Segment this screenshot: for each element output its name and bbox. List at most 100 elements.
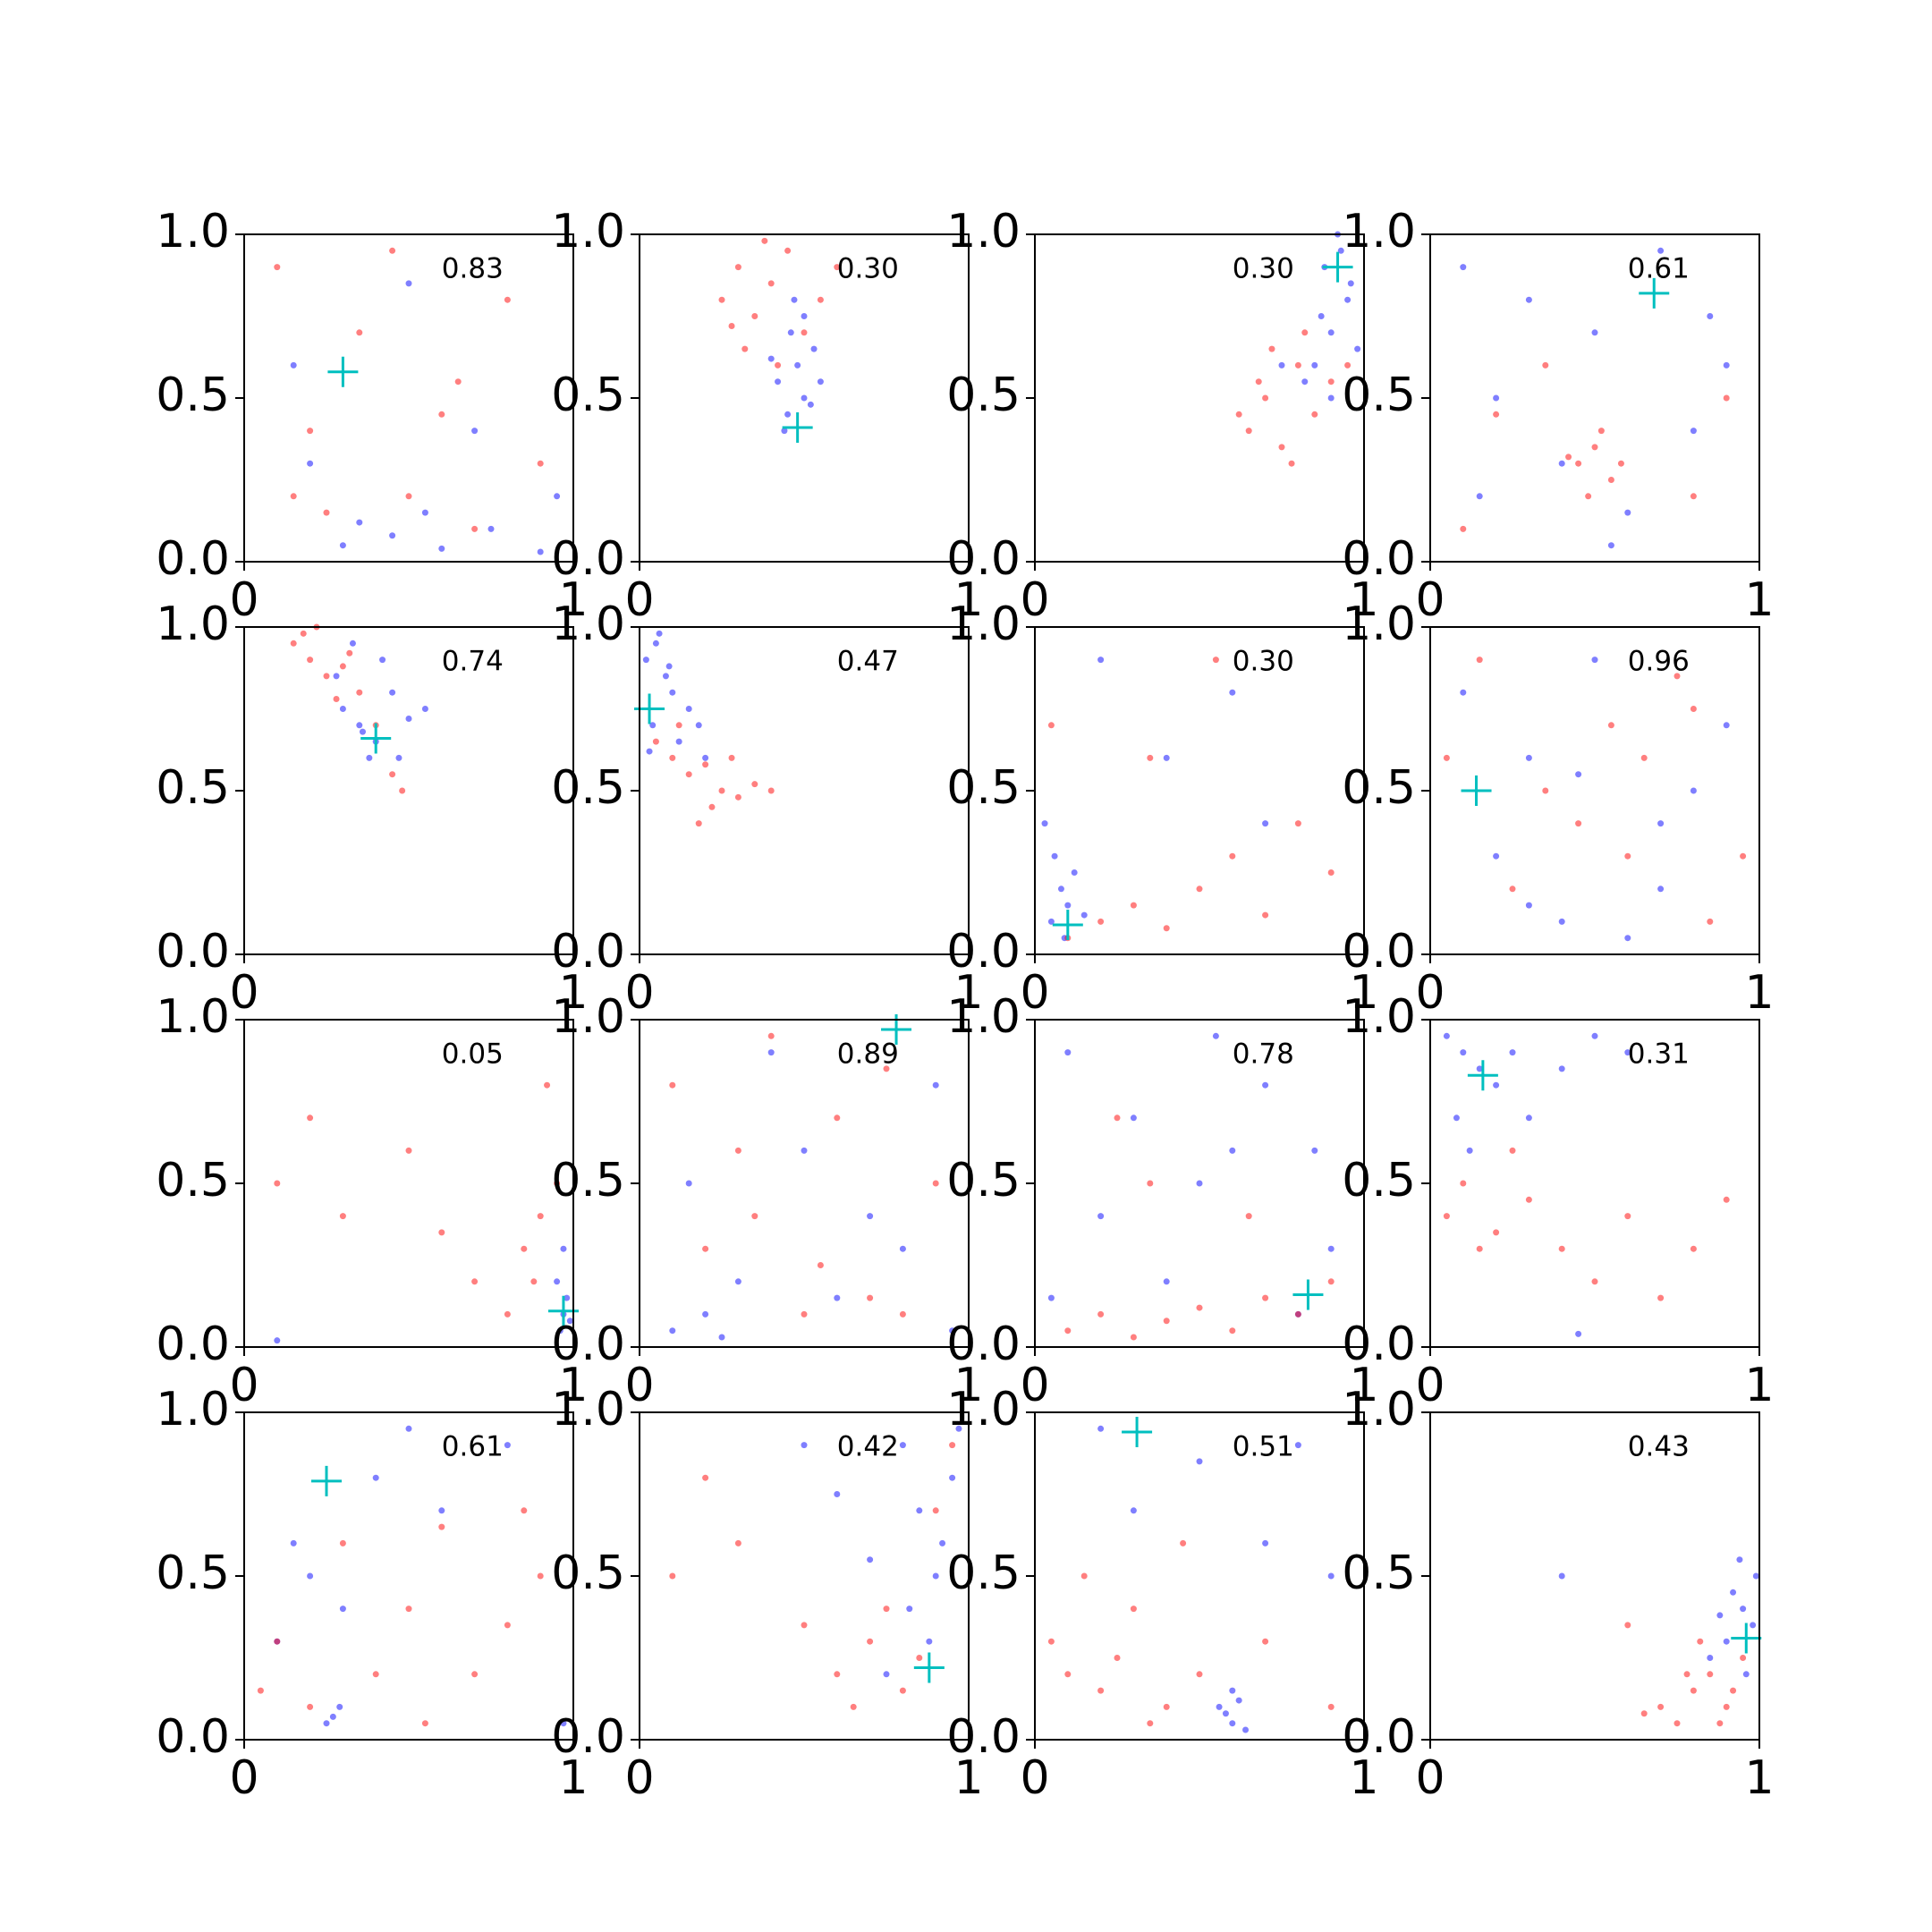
point xyxy=(718,296,725,303)
point xyxy=(1752,1572,1759,1580)
point xyxy=(1311,1147,1318,1154)
point xyxy=(537,460,544,467)
point xyxy=(751,313,758,319)
point xyxy=(1697,1638,1704,1645)
point xyxy=(728,322,735,329)
point xyxy=(336,1703,343,1710)
point xyxy=(1255,378,1262,386)
point xyxy=(421,706,428,712)
point xyxy=(784,411,792,418)
point xyxy=(1337,247,1344,254)
point xyxy=(685,1180,692,1187)
point xyxy=(290,493,297,500)
axes-frame xyxy=(1034,233,1365,563)
point xyxy=(405,280,412,287)
point xyxy=(801,313,808,319)
point xyxy=(1558,1572,1565,1580)
point xyxy=(867,1294,874,1301)
y-tick-label: 0.0 xyxy=(156,1318,230,1371)
point xyxy=(1624,852,1631,860)
point xyxy=(1525,902,1532,909)
point xyxy=(916,1655,923,1661)
point xyxy=(734,1147,741,1154)
point xyxy=(274,1638,281,1645)
point xyxy=(290,640,297,647)
point xyxy=(438,545,445,552)
y-tick-label: 0.0 xyxy=(551,532,625,586)
y-tick-label: 1.0 xyxy=(551,597,625,651)
x-tick-label: 0 xyxy=(1020,573,1049,627)
point xyxy=(1163,1278,1170,1285)
point xyxy=(1262,1081,1269,1089)
x-tick-label: 1 xyxy=(953,1359,983,1412)
point xyxy=(1064,902,1072,909)
annotation: 0.96 xyxy=(1628,646,1690,678)
point xyxy=(1212,657,1219,664)
point xyxy=(1278,361,1285,369)
point xyxy=(899,1245,906,1252)
point xyxy=(1723,1703,1730,1710)
axes-frame xyxy=(1429,233,1760,563)
point xyxy=(1212,1032,1219,1039)
point xyxy=(1575,460,1582,467)
point xyxy=(728,754,735,761)
point xyxy=(741,345,749,352)
point xyxy=(1591,1032,1598,1039)
point xyxy=(1163,754,1170,761)
point xyxy=(1262,1638,1269,1645)
point xyxy=(1311,361,1318,369)
point xyxy=(767,280,775,287)
point xyxy=(339,663,346,670)
point xyxy=(1607,542,1614,549)
point xyxy=(1057,886,1064,893)
point xyxy=(1344,296,1352,303)
point xyxy=(1723,722,1730,729)
point xyxy=(307,657,314,664)
point xyxy=(734,1539,741,1546)
point xyxy=(834,1294,841,1301)
point xyxy=(810,345,818,352)
point xyxy=(359,728,366,735)
point xyxy=(1707,918,1714,925)
point xyxy=(1723,1638,1730,1645)
point xyxy=(1443,1032,1450,1039)
point xyxy=(883,1606,890,1613)
point xyxy=(932,1507,939,1514)
point xyxy=(1318,313,1325,319)
point xyxy=(1493,394,1500,402)
point xyxy=(1229,1687,1236,1694)
point xyxy=(1222,1710,1229,1717)
point xyxy=(438,1507,445,1514)
y-tick-label: 1.0 xyxy=(156,990,230,1044)
y-tick-label: 1.0 xyxy=(1342,205,1416,258)
point xyxy=(356,329,363,336)
cross-marker xyxy=(311,1465,342,1496)
point xyxy=(544,1081,551,1089)
point xyxy=(949,1474,956,1481)
point xyxy=(1707,1671,1714,1678)
y-tick-label: 0.5 xyxy=(551,369,625,422)
point xyxy=(1344,361,1352,369)
y-tick-label: 0.5 xyxy=(1342,1154,1416,1208)
point xyxy=(1047,722,1055,729)
y-tick-label: 1.0 xyxy=(946,990,1021,1044)
point xyxy=(560,1720,567,1727)
cross-marker xyxy=(913,1652,945,1683)
point xyxy=(405,493,412,500)
point xyxy=(1460,689,1467,696)
point xyxy=(817,296,824,303)
point xyxy=(899,1442,906,1449)
point xyxy=(1657,247,1665,254)
point xyxy=(1235,411,1242,418)
point xyxy=(1245,428,1252,435)
point xyxy=(949,1327,956,1335)
annotation: 0.05 xyxy=(442,1038,504,1071)
point xyxy=(1607,477,1614,483)
x-tick-label: 1 xyxy=(558,966,588,1020)
point xyxy=(1294,1310,1301,1318)
point xyxy=(1585,493,1592,500)
point xyxy=(1064,1327,1072,1335)
point xyxy=(1525,1114,1532,1122)
point xyxy=(801,1147,808,1154)
point xyxy=(1347,280,1354,287)
